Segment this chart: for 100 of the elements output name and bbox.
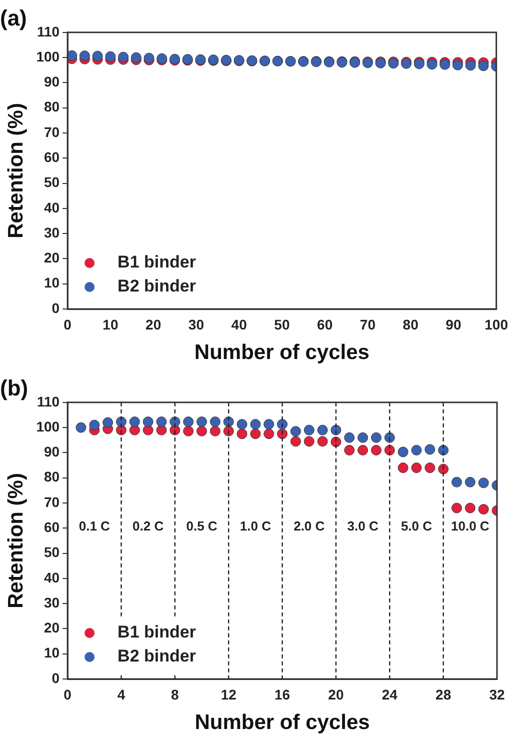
x-axis-title: Number of cycles xyxy=(194,711,370,734)
point xyxy=(183,426,194,436)
x-tick-label: 20 xyxy=(328,686,344,702)
y-tick-label: 100 xyxy=(36,418,60,434)
point xyxy=(277,419,288,430)
y-tick-label: 110 xyxy=(36,393,60,410)
y-tick-label: 60 xyxy=(44,518,60,535)
y-tick-label: 70 xyxy=(44,124,60,140)
point xyxy=(424,444,436,455)
y-tick-label: 40 xyxy=(44,199,60,216)
point xyxy=(142,416,154,428)
annotation: 3.0 C xyxy=(347,518,379,534)
point xyxy=(330,424,342,436)
y-tick-label: 30 xyxy=(44,224,60,240)
point xyxy=(317,436,328,447)
point xyxy=(223,416,234,428)
y-tick-label: 10 xyxy=(44,274,60,291)
y-tick-label: 100 xyxy=(36,48,60,64)
point xyxy=(210,426,220,436)
point xyxy=(384,432,395,443)
point xyxy=(398,462,408,474)
x-tick-label: 60 xyxy=(317,316,333,332)
point xyxy=(264,428,274,440)
point xyxy=(464,476,476,488)
y-tick-label: 80 xyxy=(44,98,60,115)
annotation: 0.1 C xyxy=(78,518,111,534)
point xyxy=(196,416,208,428)
x-tick-label: 24 xyxy=(382,686,398,702)
point xyxy=(478,60,489,72)
point xyxy=(451,502,462,514)
x-tick-label: 40 xyxy=(231,316,248,332)
y-tick-label: 60 xyxy=(44,148,60,165)
legend-label: B1 binder xyxy=(118,622,196,642)
point xyxy=(130,52,142,63)
y-tick-label: 70 xyxy=(44,494,60,510)
point xyxy=(76,422,86,433)
chart-title: (a) xyxy=(0,5,27,30)
point xyxy=(358,444,368,456)
x-tick-label: 20 xyxy=(146,316,162,332)
point xyxy=(358,432,368,443)
point xyxy=(384,444,395,456)
point xyxy=(344,444,355,456)
point xyxy=(250,419,261,430)
point xyxy=(264,419,274,430)
x-tick-label: 10 xyxy=(102,316,118,332)
x-tick-label: 8 xyxy=(171,686,180,702)
point xyxy=(330,436,342,448)
point xyxy=(105,51,116,62)
x-tick-label: 50 xyxy=(274,316,290,332)
point xyxy=(210,416,220,428)
point xyxy=(464,502,476,514)
point xyxy=(92,50,103,62)
annotation: 2.0 C xyxy=(294,518,326,534)
y-tick-label: 50 xyxy=(44,544,60,560)
y-tick-label: 90 xyxy=(44,444,60,460)
point xyxy=(411,444,422,456)
y-axis-title: Retention (%) xyxy=(4,473,28,608)
annotation: 0.5 C xyxy=(186,518,218,534)
y-tick-label: 20 xyxy=(44,620,60,636)
y-tick-label: 30 xyxy=(44,594,60,610)
point xyxy=(424,462,436,474)
point xyxy=(304,424,314,436)
x-tick-label: 0 xyxy=(64,316,72,332)
point xyxy=(317,424,328,436)
point xyxy=(236,419,248,430)
legend-label: B2 binder xyxy=(118,646,196,666)
annotation: 5.0 C xyxy=(400,518,433,534)
x-tick-label: 70 xyxy=(360,316,376,332)
point xyxy=(478,478,489,488)
point xyxy=(426,59,438,70)
point xyxy=(398,446,408,458)
annotation: 0.2 C xyxy=(132,518,164,534)
chart-title: (b) xyxy=(0,375,28,400)
x-tick-label: 28 xyxy=(436,686,452,702)
y-axis-title: Retention (%) xyxy=(4,103,28,238)
x-tick-label: 80 xyxy=(402,316,419,332)
point xyxy=(183,416,194,428)
x-axis-title: Number of cycles xyxy=(194,341,370,364)
x-tick-label: 100 xyxy=(484,316,508,332)
point xyxy=(290,436,301,447)
point xyxy=(304,436,314,447)
x-tick-label: 30 xyxy=(188,316,204,332)
point xyxy=(129,416,140,428)
y-tick-label: 110 xyxy=(36,23,60,40)
point xyxy=(478,504,489,515)
point xyxy=(156,416,167,428)
x-tick-label: 12 xyxy=(220,686,237,702)
point xyxy=(465,60,476,71)
y-tick-label: 0 xyxy=(52,670,60,686)
point xyxy=(451,476,462,488)
point xyxy=(290,426,301,437)
y-tick-label: 40 xyxy=(44,569,60,586)
point xyxy=(370,432,382,443)
legend-label: B1 binder xyxy=(118,252,196,272)
y-tick-label: 10 xyxy=(44,644,60,661)
point xyxy=(68,50,78,61)
x-tick-label: 4 xyxy=(117,686,126,702)
point xyxy=(196,426,208,436)
point xyxy=(170,416,180,428)
x-tick-label: 90 xyxy=(446,316,462,332)
